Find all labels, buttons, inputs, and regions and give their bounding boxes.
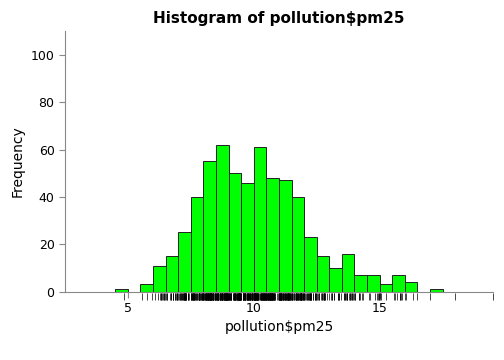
Bar	[329, 268, 342, 292]
Bar	[204, 162, 216, 292]
Bar	[279, 180, 291, 292]
Bar	[354, 275, 367, 292]
Bar	[141, 284, 153, 292]
Bar	[405, 282, 417, 292]
Bar	[304, 237, 317, 292]
Bar	[153, 266, 166, 292]
Bar	[229, 173, 241, 292]
X-axis label: pollution$pm25: pollution$pm25	[224, 320, 334, 334]
Bar	[367, 275, 380, 292]
Bar	[115, 289, 128, 292]
Bar	[254, 147, 266, 292]
Bar	[178, 233, 191, 292]
Bar	[216, 145, 229, 292]
Bar	[191, 197, 204, 292]
Bar	[266, 178, 279, 292]
Bar	[241, 183, 254, 292]
Bar	[430, 289, 443, 292]
Bar	[380, 284, 392, 292]
Bar	[317, 256, 329, 292]
Bar	[392, 275, 405, 292]
Bar	[166, 256, 178, 292]
Y-axis label: Frequency: Frequency	[11, 126, 25, 197]
Bar	[342, 254, 354, 292]
Bar	[291, 197, 304, 292]
Title: Histogram of pollution$pm25: Histogram of pollution$pm25	[153, 11, 405, 26]
